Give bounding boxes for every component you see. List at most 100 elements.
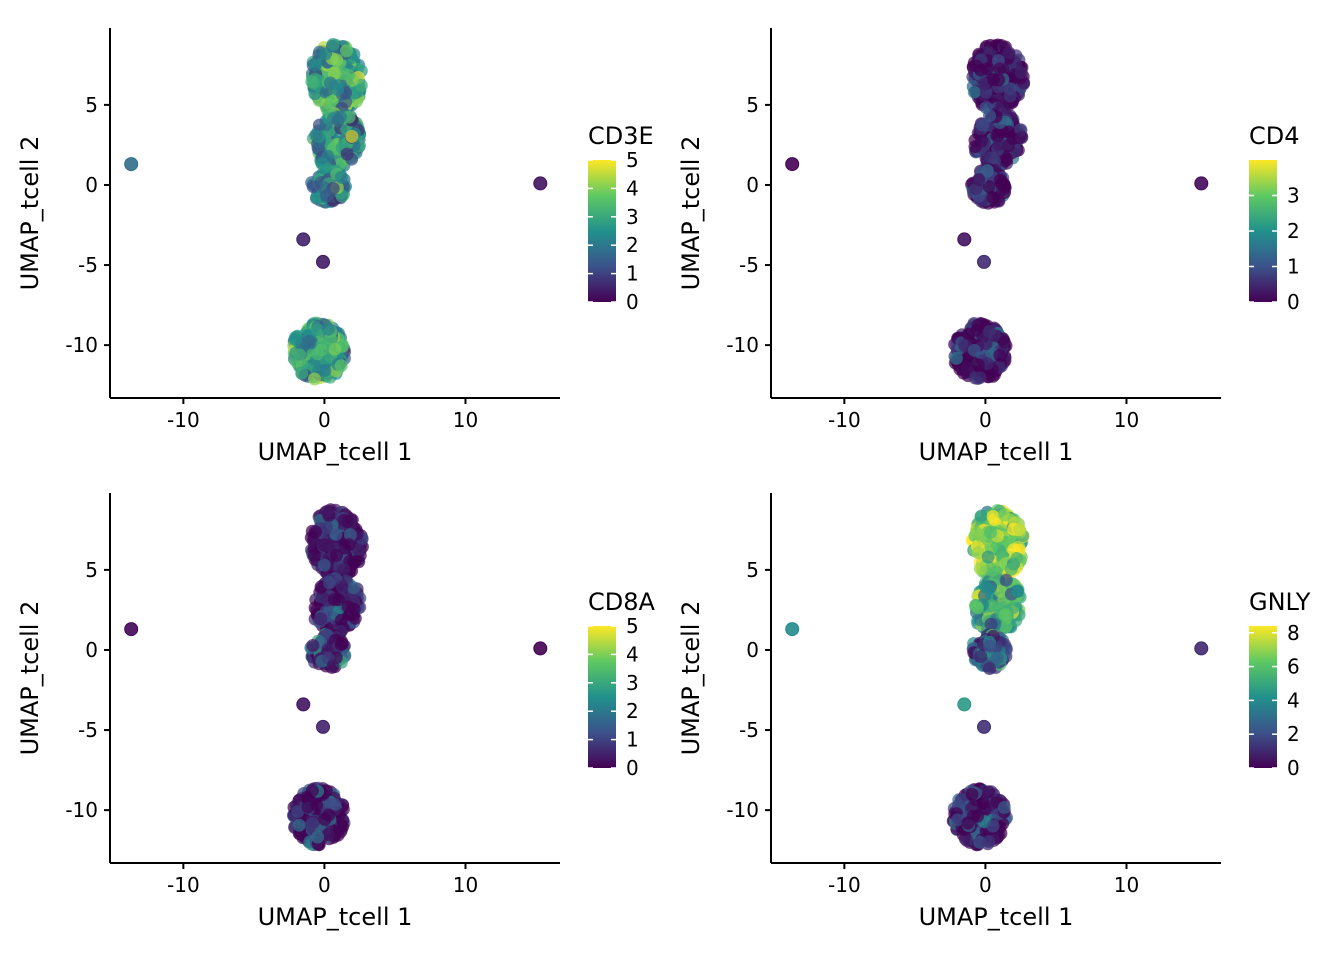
y-tick-label: 5 bbox=[85, 558, 98, 582]
y-tick-label: -10 bbox=[726, 333, 759, 357]
cell-point bbox=[982, 785, 995, 799]
y-tick-label: -10 bbox=[726, 798, 759, 822]
cell-point bbox=[970, 526, 983, 540]
y-tick-label: 0 bbox=[746, 638, 759, 662]
cell-point bbox=[292, 818, 306, 832]
y-axis-title: UMAP_tcell 2 bbox=[677, 601, 705, 756]
cell-point bbox=[970, 601, 984, 615]
cell-point bbox=[979, 337, 993, 351]
cell-point bbox=[1004, 562, 1018, 576]
x-axis-title: UMAP_tcell 1 bbox=[258, 903, 413, 931]
cell-point bbox=[983, 662, 996, 675]
cell-point bbox=[997, 801, 1011, 814]
cell-point bbox=[331, 828, 345, 842]
cell-point bbox=[981, 550, 995, 564]
x-tick-label: 0 bbox=[979, 408, 992, 432]
colorbar-tick-label: 5 bbox=[626, 148, 639, 172]
y-tick-label: -10 bbox=[65, 333, 98, 357]
cell-point bbox=[328, 798, 342, 812]
cell-point bbox=[967, 343, 981, 357]
colorbar-tick-label: 0 bbox=[1287, 756, 1300, 780]
cell-point bbox=[305, 75, 319, 89]
cell-point bbox=[309, 128, 323, 142]
cell-point bbox=[325, 95, 339, 108]
y-axis-title: UMAP_tcell 2 bbox=[16, 601, 44, 756]
cell-point bbox=[1010, 552, 1024, 565]
cell-point bbox=[306, 816, 320, 830]
cell-point bbox=[969, 59, 983, 73]
cell-point bbox=[329, 528, 343, 542]
cell-point bbox=[323, 576, 336, 590]
isolated-cell-point bbox=[124, 157, 139, 172]
x-axis-title: UMAP_tcell 1 bbox=[919, 903, 1074, 931]
colorbar-tick-label: 4 bbox=[626, 176, 639, 200]
isolated-cell-point bbox=[316, 254, 330, 269]
cell-point bbox=[960, 361, 974, 375]
y-axis-title: UMAP_tcell 2 bbox=[16, 136, 44, 291]
cell-point bbox=[993, 348, 1007, 362]
colorbar-tick-label: 2 bbox=[1287, 722, 1300, 746]
isolated-cell-point bbox=[977, 719, 991, 734]
x-tick-label: -10 bbox=[167, 408, 200, 432]
cell-point bbox=[341, 600, 355, 614]
cell-point bbox=[352, 543, 366, 557]
cell-point bbox=[962, 327, 976, 341]
cell-point bbox=[986, 819, 1000, 833]
cell-point bbox=[982, 324, 996, 338]
cell-point bbox=[967, 85, 981, 99]
colorbar bbox=[588, 626, 616, 768]
cell-point bbox=[994, 173, 1007, 187]
cell-point bbox=[345, 130, 359, 143]
cell-point bbox=[975, 118, 989, 132]
cell-point bbox=[342, 68, 356, 82]
cell-point bbox=[319, 521, 333, 534]
x-tick-label: 0 bbox=[979, 873, 992, 897]
cell-point bbox=[993, 62, 1006, 76]
isolated-cell-point bbox=[785, 157, 800, 172]
cell-point bbox=[971, 358, 985, 372]
colorbar-tick-label: 5 bbox=[626, 614, 639, 638]
cell-point bbox=[330, 53, 344, 67]
cell-point bbox=[999, 573, 1013, 587]
colorbar bbox=[588, 160, 616, 302]
cell-point bbox=[314, 612, 328, 626]
cell-point bbox=[1003, 89, 1017, 103]
cell-point bbox=[961, 816, 975, 830]
cell-point bbox=[326, 659, 340, 673]
y-tick-label: 0 bbox=[85, 638, 98, 662]
cell-point bbox=[982, 180, 996, 194]
cell-point bbox=[293, 348, 307, 362]
cell-point bbox=[340, 44, 353, 58]
cell-point bbox=[331, 114, 345, 128]
cell-point bbox=[341, 515, 355, 529]
cell-point bbox=[321, 538, 335, 552]
cell-point bbox=[984, 617, 998, 631]
cell-point bbox=[998, 608, 1012, 622]
cell-point bbox=[288, 333, 302, 346]
cell-point bbox=[960, 834, 974, 847]
x-tick-label: 10 bbox=[453, 873, 478, 897]
cell-point bbox=[987, 73, 1000, 87]
cell-point bbox=[951, 813, 964, 827]
cell-point bbox=[295, 366, 309, 380]
cell-point bbox=[997, 335, 1011, 349]
isolated-cell-point bbox=[785, 622, 800, 637]
colorbar-tick-label: 0 bbox=[626, 290, 639, 314]
cell-point bbox=[307, 548, 321, 562]
cell-point bbox=[997, 508, 1011, 522]
cell-point bbox=[322, 808, 336, 822]
x-tick-label: -10 bbox=[167, 873, 200, 897]
y-tick-label: -5 bbox=[739, 253, 759, 277]
x-axis-title: UMAP_tcell 1 bbox=[919, 438, 1074, 466]
x-axis-title: UMAP_tcell 1 bbox=[258, 438, 413, 466]
colorbar-tick-label: 0 bbox=[626, 756, 639, 780]
points bbox=[124, 503, 548, 852]
colorbar-tick-label: 4 bbox=[626, 642, 639, 666]
colorbar bbox=[1249, 626, 1277, 768]
cell-point bbox=[983, 109, 996, 123]
colorbar-legend: CD8A 0 1 2 3 4 5 bbox=[588, 588, 656, 780]
cell-point bbox=[971, 318, 985, 332]
y-axis-title: UMAP_tcell 2 bbox=[677, 136, 705, 291]
